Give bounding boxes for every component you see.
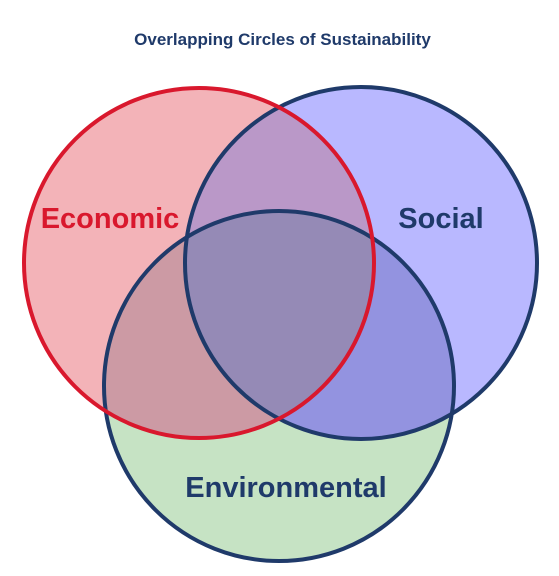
center-overlap [185,211,374,438]
social-outline [183,85,539,441]
environmental-label: Environmental [185,472,386,504]
economic-outline [22,86,376,440]
environmental-outline [102,209,456,563]
social-label: Social [398,203,483,235]
economic-label: Economic [41,203,180,235]
diagram-title: Overlapping Circles of Sustainability [134,30,431,49]
